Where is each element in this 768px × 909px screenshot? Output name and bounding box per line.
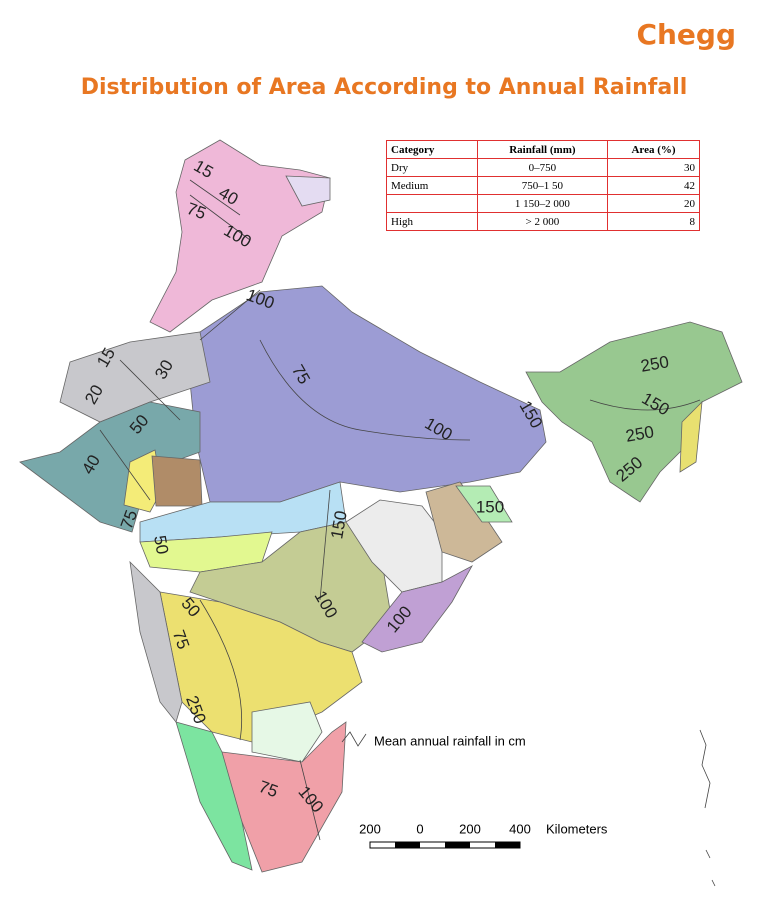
isoline-label: 250 xyxy=(624,422,655,446)
legend-symbol xyxy=(341,731,367,747)
rainfall-table: Category Rainfall (mm) Area (%) Dry 0–750 30… xyxy=(386,140,700,231)
legend-label: Mean annual rainfall in cm xyxy=(374,733,526,748)
table-cell: 8 xyxy=(607,212,700,231)
table-cell: Medium xyxy=(386,176,478,195)
table-cell: > 2 000 xyxy=(476,212,609,231)
isoline-label: 50 xyxy=(150,534,172,556)
scale-bar xyxy=(369,841,521,849)
table-cell: 20 xyxy=(607,194,700,213)
table-header: Area (%) xyxy=(607,140,700,159)
table-header: Category xyxy=(386,140,478,159)
table-cell: Dry xyxy=(386,158,478,177)
table-cell: 42 xyxy=(607,176,700,195)
table-header: Rainfall (mm) xyxy=(476,140,609,159)
isoline-label: 150 xyxy=(476,497,504,516)
table-cell: 750–1 50 xyxy=(476,176,609,195)
scale-tick-label: 400 xyxy=(509,821,531,836)
scale-tick-label: 200 xyxy=(459,821,481,836)
scale-tick-label: 200 xyxy=(359,821,381,836)
brand-logo: Chegg xyxy=(636,18,736,51)
scale-unit: Kilometers xyxy=(546,821,608,836)
table-cell: 30 xyxy=(607,158,700,177)
table-cell: 1 150–2 000 xyxy=(476,194,609,213)
isoline-label: 250 xyxy=(639,352,670,376)
scale-tick-label: 0 xyxy=(416,821,423,836)
table-cell xyxy=(386,194,478,213)
isoline-label: 150 xyxy=(327,509,351,540)
table-cell: High xyxy=(386,212,478,231)
table-cell: 0–750 xyxy=(476,158,609,177)
map-regions xyxy=(19,139,743,887)
title: Distribution of Area According to Annual… xyxy=(81,75,688,100)
